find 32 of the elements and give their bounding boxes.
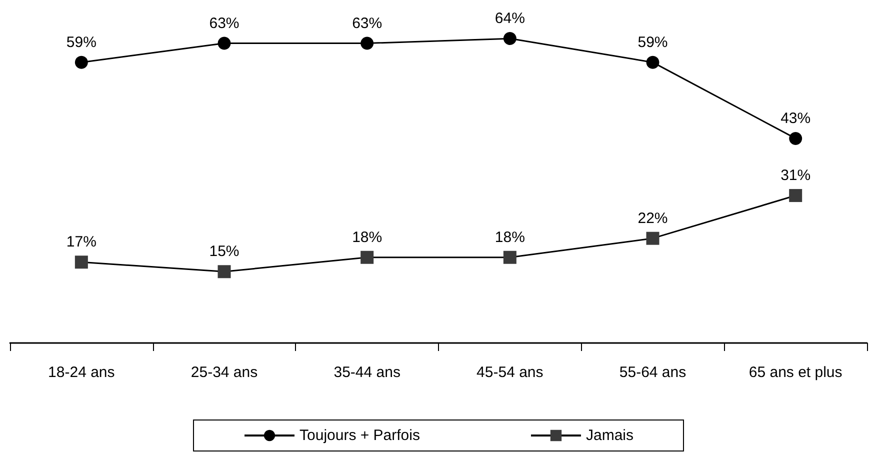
data-label: 31% bbox=[780, 167, 811, 184]
data-label: 17% bbox=[66, 234, 96, 251]
x-tick-label: 55-64 ans bbox=[619, 364, 686, 381]
legend-label: Jamais bbox=[586, 427, 634, 444]
point bbox=[789, 189, 802, 202]
legend-label: Toujours + Parfois bbox=[300, 427, 420, 444]
x-tick-label: 35-44 ans bbox=[334, 364, 400, 381]
x-tick-label: 45-54 ans bbox=[476, 364, 544, 381]
point bbox=[74, 56, 88, 69]
point bbox=[503, 250, 516, 264]
x-tick-label: 18-24 ans bbox=[48, 364, 115, 381]
point bbox=[646, 232, 660, 245]
data-label: 64% bbox=[494, 10, 525, 28]
data-label: 22% bbox=[638, 210, 668, 227]
point bbox=[218, 36, 231, 50]
data-label: 43% bbox=[780, 110, 811, 127]
data-label: 18% bbox=[352, 228, 382, 246]
point bbox=[503, 32, 516, 46]
point bbox=[360, 36, 374, 50]
x-tick-label: 25-34 ans bbox=[190, 364, 258, 381]
point bbox=[218, 265, 231, 278]
data-label: 18% bbox=[494, 228, 525, 246]
data-label: 63% bbox=[352, 14, 382, 32]
point bbox=[74, 256, 88, 269]
data-label: 59% bbox=[66, 34, 96, 51]
data-label: 63% bbox=[209, 14, 240, 32]
point bbox=[360, 250, 374, 264]
data-label: 59% bbox=[638, 34, 668, 51]
data-label: 15% bbox=[209, 243, 240, 260]
x-tick-label: 65 ans et plus bbox=[748, 364, 842, 381]
point bbox=[646, 56, 660, 69]
point bbox=[789, 132, 802, 145]
